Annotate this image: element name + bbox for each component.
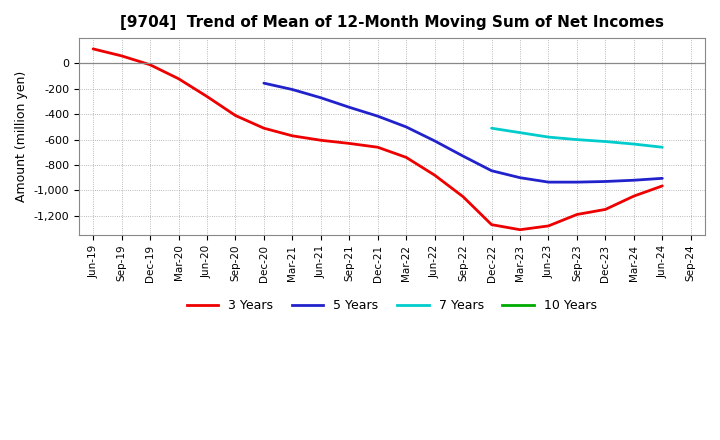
- Legend: 3 Years, 5 Years, 7 Years, 10 Years: 3 Years, 5 Years, 7 Years, 10 Years: [182, 294, 602, 317]
- 7 Years: [601, 139, 610, 144]
- 5 Years: [374, 114, 382, 119]
- 3 Years: [544, 223, 553, 228]
- 5 Years: [572, 180, 581, 185]
- Y-axis label: Amount (million yen): Amount (million yen): [15, 71, 28, 202]
- 3 Years: [317, 138, 325, 143]
- Line: 7 Years: 7 Years: [492, 128, 662, 147]
- 5 Years: [544, 180, 553, 185]
- 7 Years: [629, 141, 638, 147]
- 3 Years: [89, 46, 97, 51]
- 3 Years: [572, 212, 581, 217]
- 3 Years: [345, 141, 354, 146]
- 7 Years: [487, 125, 496, 131]
- 5 Years: [288, 87, 297, 92]
- 5 Years: [402, 124, 410, 129]
- 3 Years: [516, 227, 524, 232]
- Line: 5 Years: 5 Years: [264, 83, 662, 182]
- 5 Years: [459, 154, 467, 159]
- 5 Years: [629, 178, 638, 183]
- 5 Years: [431, 138, 439, 143]
- 3 Years: [174, 76, 183, 81]
- 7 Years: [572, 137, 581, 142]
- Line: 3 Years: 3 Years: [93, 49, 662, 230]
- 5 Years: [317, 95, 325, 100]
- 3 Years: [629, 194, 638, 199]
- 5 Years: [260, 81, 269, 86]
- 5 Years: [658, 176, 667, 181]
- 3 Years: [487, 222, 496, 227]
- 3 Years: [231, 113, 240, 118]
- 7 Years: [544, 135, 553, 140]
- 3 Years: [260, 125, 269, 131]
- 7 Years: [658, 145, 667, 150]
- 5 Years: [516, 175, 524, 180]
- 5 Years: [601, 179, 610, 184]
- 3 Years: [374, 145, 382, 150]
- 5 Years: [487, 168, 496, 173]
- 3 Years: [117, 53, 126, 59]
- 3 Years: [145, 62, 154, 67]
- Title: [9704]  Trend of Mean of 12-Month Moving Sum of Net Incomes: [9704] Trend of Mean of 12-Month Moving …: [120, 15, 664, 30]
- 5 Years: [345, 105, 354, 110]
- 3 Years: [459, 194, 467, 199]
- 3 Years: [402, 155, 410, 160]
- 7 Years: [516, 130, 524, 135]
- 3 Years: [658, 183, 667, 189]
- 3 Years: [202, 94, 211, 99]
- 3 Years: [431, 172, 439, 178]
- 3 Years: [288, 133, 297, 139]
- 3 Years: [601, 207, 610, 212]
